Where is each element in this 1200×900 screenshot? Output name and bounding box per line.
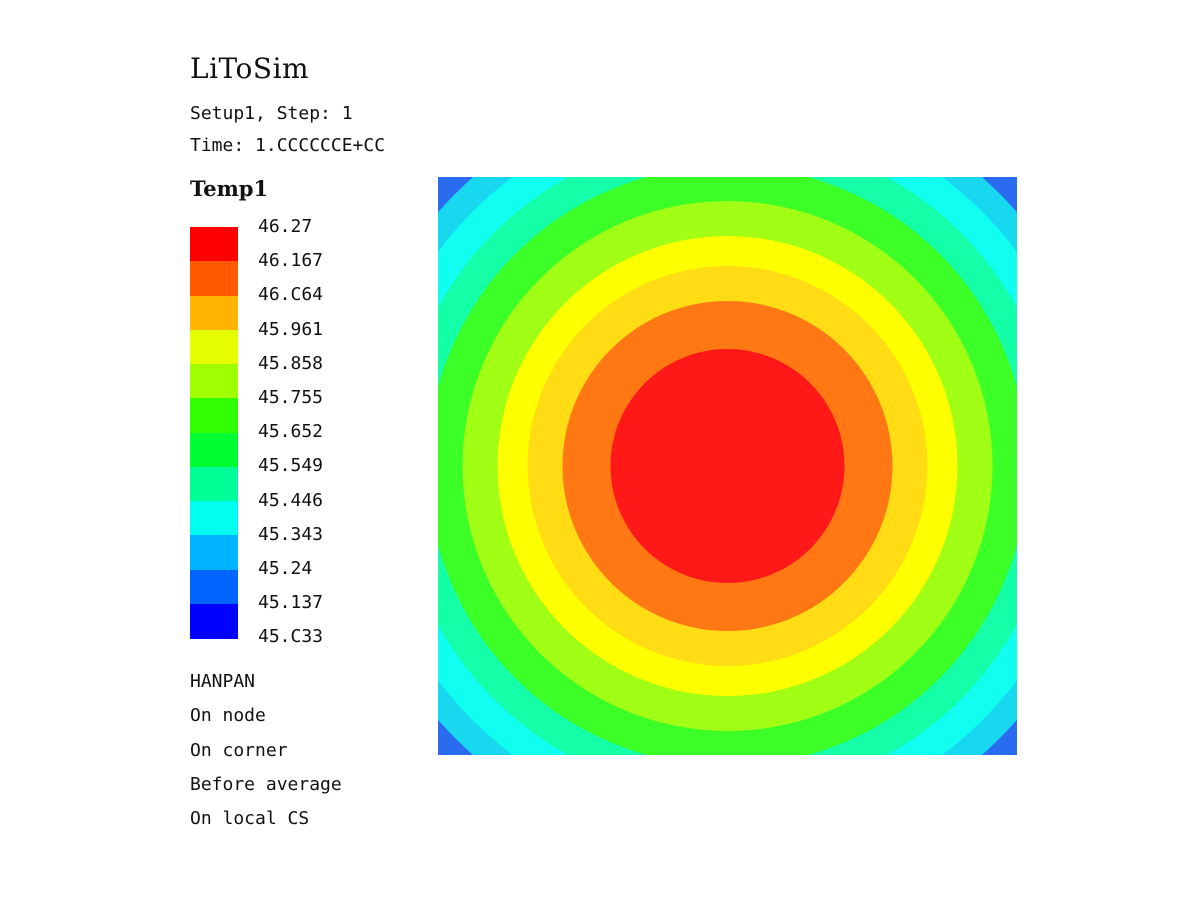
contour-plot <box>438 177 1017 755</box>
legend-label: 45.24 <box>258 558 313 579</box>
legend-label: 45.755 <box>258 387 324 408</box>
legend-label: 45.C33 <box>258 626 324 648</box>
legend-swatch <box>190 227 238 262</box>
color-legend-bar <box>190 227 238 639</box>
legend-label: 45.961 <box>258 318 324 340</box>
app-title: LiToSim <box>190 52 310 85</box>
legend-label: 45.549 <box>258 455 324 477</box>
legend-label: 45.343 <box>258 523 324 545</box>
option-line: HANPAN <box>190 671 256 692</box>
option-line: On local CS <box>190 808 310 830</box>
legend-swatch <box>190 329 238 365</box>
option-line: On node <box>190 705 266 727</box>
option-line: On corner <box>190 739 288 761</box>
legend-label: 45.858 <box>258 352 324 374</box>
legend-swatch <box>190 466 238 502</box>
legend-swatch <box>190 364 238 399</box>
legend-label: 45.137 <box>258 592 324 614</box>
legend-label: 46.167 <box>258 250 324 272</box>
legend-label: 45.652 <box>258 421 324 443</box>
legend-swatch <box>190 261 238 296</box>
legend-swatch <box>190 569 238 605</box>
legend-swatch <box>190 501 238 536</box>
time-info: Time: 1.CCCCCCE+CC <box>190 135 386 156</box>
legend-variable-title: Temp1 <box>190 176 269 201</box>
legend-label: 45.446 <box>258 489 324 511</box>
option-line: Before average <box>190 773 342 795</box>
legend-label: 46.27 <box>258 216 313 237</box>
contour-band <box>610 349 845 583</box>
step-info: Setup1, Step: 1 <box>190 103 353 124</box>
legend-swatch <box>190 398 238 433</box>
legend-swatch <box>190 295 238 331</box>
legend-label: 46.C64 <box>258 284 324 306</box>
legend-swatch <box>190 603 238 639</box>
legend-swatch <box>190 432 238 468</box>
legend-swatch <box>190 535 238 570</box>
